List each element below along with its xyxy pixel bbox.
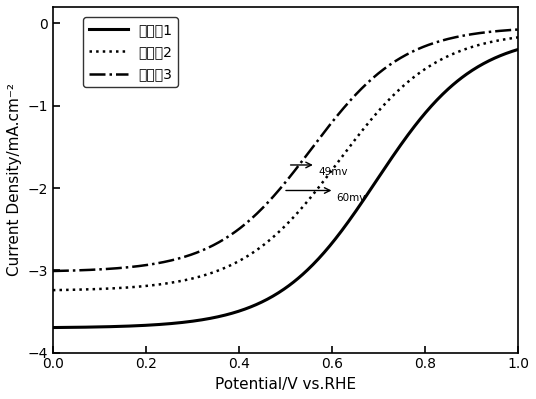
Text: 49mv: 49mv bbox=[318, 168, 347, 178]
实施例1 bbox=[271, 293, 277, 298]
实施例2 bbox=[50, 288, 56, 292]
实施例3 bbox=[515, 27, 522, 32]
实施例2 bbox=[326, 171, 333, 176]
Y-axis label: Current Density/mA.cm⁻²: Current Density/mA.cm⁻² bbox=[7, 83, 22, 276]
实施例1 bbox=[273, 292, 280, 296]
实施例2 bbox=[273, 232, 280, 237]
实施例2 bbox=[515, 35, 522, 40]
Line: 实施例2: 实施例2 bbox=[53, 38, 518, 290]
实施例2 bbox=[431, 61, 437, 66]
Line: 实施例1: 实施例1 bbox=[53, 49, 518, 328]
Line: 实施例3: 实施例3 bbox=[53, 30, 518, 271]
实施例2 bbox=[504, 37, 510, 41]
实施例3 bbox=[50, 269, 56, 273]
X-axis label: Potential/V vs.RHE: Potential/V vs.RHE bbox=[215, 377, 356, 392]
实施例3 bbox=[431, 41, 437, 45]
实施例1 bbox=[50, 325, 56, 330]
Legend: 实施例1, 实施例2, 实施例3: 实施例1, 实施例2, 实施例3 bbox=[83, 17, 178, 87]
实施例1 bbox=[515, 47, 522, 52]
实施例3 bbox=[301, 156, 308, 160]
实施例1 bbox=[504, 51, 510, 55]
实施例3 bbox=[326, 122, 333, 127]
实施例1 bbox=[301, 270, 308, 275]
实施例2 bbox=[301, 202, 308, 207]
实施例1 bbox=[326, 243, 333, 248]
实施例1 bbox=[431, 101, 437, 105]
实施例2 bbox=[271, 234, 277, 239]
实施例3 bbox=[504, 28, 510, 33]
Text: 60mv: 60mv bbox=[337, 193, 366, 203]
实施例3 bbox=[271, 194, 277, 198]
实施例3 bbox=[273, 190, 280, 195]
